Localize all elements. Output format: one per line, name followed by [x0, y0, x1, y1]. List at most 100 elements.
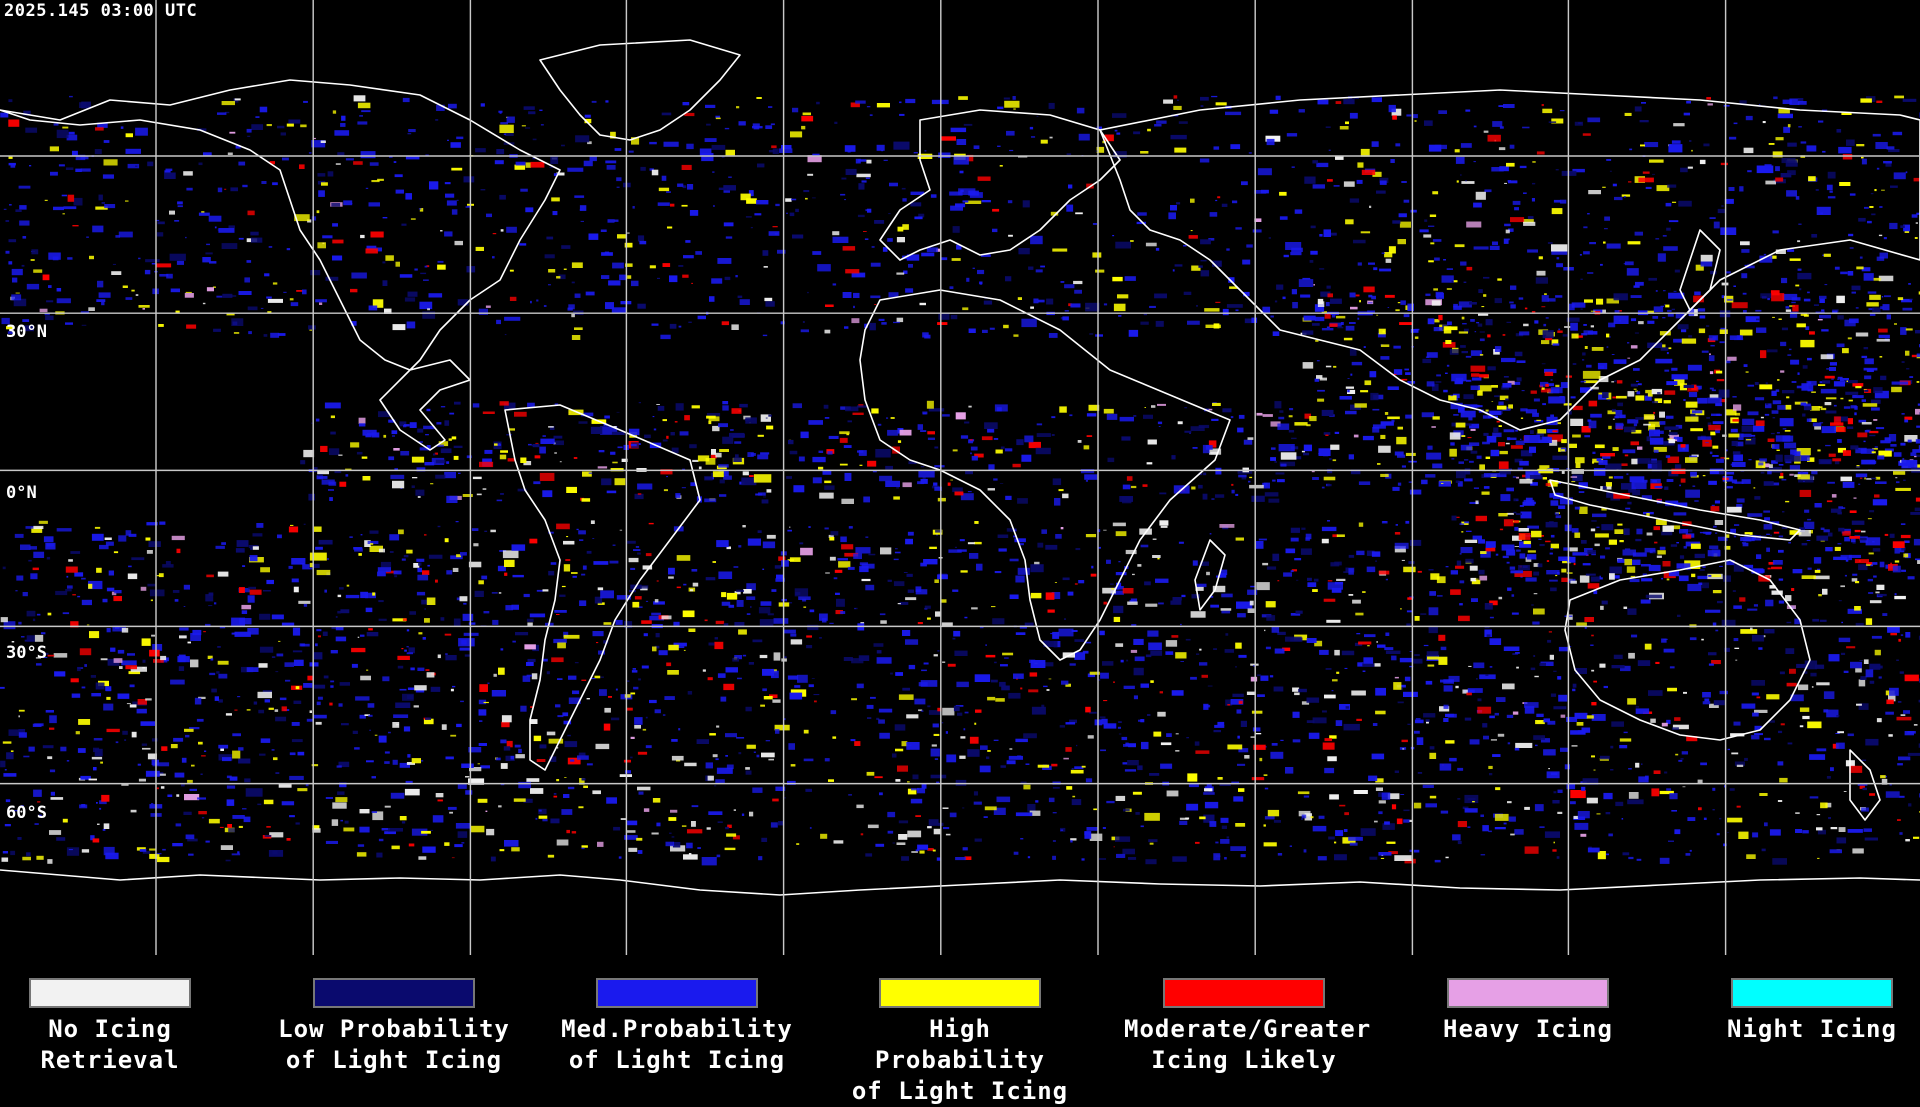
icing-pixel — [954, 706, 960, 711]
icing-pixel — [1610, 746, 1613, 749]
icing-pixel — [589, 473, 593, 474]
icing-pixel — [950, 480, 953, 481]
icing-pixel — [504, 840, 519, 847]
icing-pixel — [291, 302, 299, 306]
icing-pixel — [824, 481, 831, 484]
icing-pixel — [1606, 334, 1609, 338]
icing-pixel — [1692, 410, 1702, 413]
icing-pixel — [907, 831, 921, 838]
icing-pixel — [484, 611, 490, 613]
icing-pixel — [1683, 692, 1687, 694]
icing-pixel — [1322, 410, 1334, 416]
icing-pixel — [1509, 817, 1516, 822]
icing-pixel — [67, 760, 69, 762]
icing-pixel — [145, 270, 150, 274]
icing-pixel — [5, 824, 11, 826]
icing-pixel — [556, 614, 560, 615]
icing-pixel — [1179, 121, 1188, 124]
icing-pixel — [1641, 564, 1651, 567]
icing-pixel — [410, 668, 414, 671]
icing-pixel — [266, 826, 271, 828]
icing-pixel — [1813, 423, 1822, 427]
icing-pixel — [653, 798, 660, 803]
icing-pixel — [1780, 672, 1785, 675]
icing-pixel — [566, 830, 570, 833]
icing-pixel — [686, 144, 693, 149]
icing-pixel — [1107, 414, 1118, 420]
icing-pixel — [572, 335, 580, 340]
icing-pixel — [337, 152, 344, 155]
icing-pixel — [369, 730, 371, 731]
icing-pixel — [1009, 748, 1012, 749]
icing-pixel — [206, 841, 210, 843]
icing-pixel — [1606, 159, 1611, 161]
icing-pixel — [1541, 340, 1549, 344]
icing-pixel — [494, 443, 498, 445]
icing-pixel — [978, 177, 991, 181]
icing-pixel — [312, 216, 316, 220]
icing-pixel — [1508, 742, 1510, 744]
icing-pixel — [1140, 151, 1148, 154]
icing-pixel — [1783, 100, 1792, 104]
icing-pixel — [397, 656, 410, 660]
icing-pixel — [1249, 152, 1252, 153]
icing-pixel — [1880, 562, 1885, 568]
icing-pixel — [999, 548, 1007, 551]
icing-pixel — [1875, 446, 1878, 448]
icing-pixel — [587, 698, 590, 699]
icing-pixel — [89, 779, 97, 781]
icing-pixel — [460, 596, 468, 601]
icing-pixel — [358, 844, 364, 847]
icing-pixel — [1582, 352, 1586, 355]
icing-pixel — [1573, 363, 1577, 365]
icing-pixel — [954, 156, 969, 164]
icing-pixel — [1621, 463, 1627, 466]
icing-pixel — [1664, 390, 1675, 394]
icing-pixel — [157, 232, 163, 236]
icing-pixel — [268, 299, 283, 303]
icing-pixel — [1380, 474, 1389, 477]
icing-pixel — [1506, 230, 1510, 234]
icing-pixel — [1386, 579, 1388, 581]
icing-pixel — [905, 288, 913, 292]
icing-pixel — [728, 177, 732, 178]
icing-pixel — [1465, 110, 1470, 112]
icing-pixel — [319, 476, 328, 479]
icing-pixel — [845, 269, 859, 273]
icing-pixel — [248, 307, 258, 311]
icing-pixel — [118, 535, 126, 541]
icing-pixel — [186, 325, 196, 329]
icing-pixel — [1312, 323, 1320, 326]
icing-pixel — [1237, 428, 1243, 433]
icing-pixel — [581, 574, 585, 576]
icing-pixel — [292, 722, 300, 726]
icing-pixel — [1864, 478, 1866, 480]
icing-pixel — [808, 420, 823, 425]
icing-pixel — [290, 525, 293, 526]
icing-pixel — [1741, 273, 1747, 278]
icing-pixel — [1400, 658, 1413, 662]
icing-pixel — [668, 817, 676, 821]
icing-pixel — [866, 177, 870, 179]
icing-pixel — [955, 492, 964, 496]
icing-pixel — [771, 145, 776, 148]
icing-pixel — [1755, 397, 1764, 400]
icing-pixel — [760, 655, 768, 658]
icing-pixel — [1493, 428, 1498, 433]
icing-pixel — [1392, 115, 1397, 119]
icing-pixel — [731, 324, 738, 330]
icing-pixel — [543, 589, 549, 591]
icing-pixel — [1726, 472, 1734, 475]
icing-pixel — [1545, 372, 1554, 376]
icing-pixel — [1905, 675, 1919, 682]
icing-pixel — [256, 523, 263, 528]
icing-pixel — [1466, 380, 1471, 382]
icing-pixel — [1657, 556, 1662, 558]
icing-pixel — [421, 831, 431, 834]
icing-pixel — [263, 590, 271, 592]
icing-pixel — [1868, 592, 1873, 593]
icing-pixel — [1406, 114, 1411, 116]
icing-pixel — [880, 620, 887, 624]
icing-pixel — [605, 100, 608, 102]
icing-pixel — [1801, 141, 1807, 143]
